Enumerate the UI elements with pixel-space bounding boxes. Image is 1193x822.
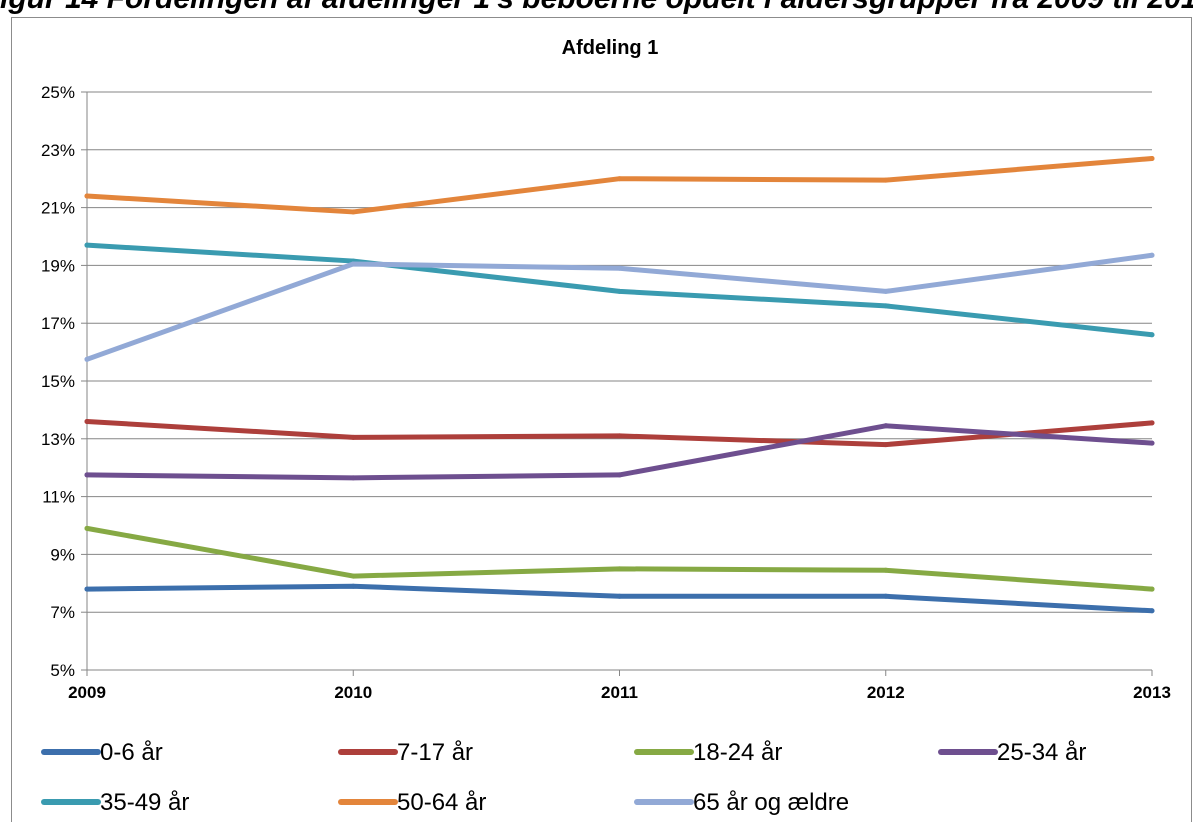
x-tick-label: 2013 [1133, 683, 1171, 702]
data-point [350, 434, 356, 440]
data-point [1149, 420, 1155, 426]
series-line [84, 155, 1155, 215]
legend: 0-6 år 7-17 år 18-24 år 25-34 år 35-49 år 50-… [41, 739, 1086, 816]
y-tick-label: 11% [42, 488, 75, 507]
legend-label: 18-24 år [693, 739, 782, 766]
data-point [1149, 608, 1155, 614]
data-point [617, 566, 622, 572]
chart-title: Afdeling 1 [562, 37, 659, 59]
data-point [350, 209, 356, 215]
data-point [84, 242, 90, 248]
data-point [1149, 332, 1155, 338]
legend-label: 50-64 år [397, 789, 486, 816]
legend-label: 0-6 år [100, 739, 163, 766]
series-line [84, 252, 1155, 362]
data-point [1149, 252, 1155, 258]
legend-label: 7-17 år [397, 739, 473, 766]
legend-label: 35-49 år [100, 789, 189, 816]
y-tick-label: 25% [41, 83, 75, 102]
data-point [1149, 155, 1155, 161]
data-point [617, 265, 622, 271]
y-tick-label: 19% [41, 256, 75, 275]
y-tick-label: 13% [41, 430, 75, 449]
y-tick-label: 9% [50, 545, 75, 564]
x-tick-label: 2009 [68, 683, 106, 702]
y-tick-label: 21% [41, 199, 75, 218]
data-point [1149, 440, 1155, 446]
series-line [84, 525, 1155, 592]
figure-caption: igur 14 Fordelingen af afdelinger 1's be… [0, 0, 1193, 19]
y-tick-label: 5% [50, 661, 75, 680]
data-point [350, 261, 356, 267]
data-point [84, 193, 90, 199]
series-lines [84, 155, 1155, 614]
y-tick-label: 15% [41, 372, 75, 391]
data-point [84, 525, 90, 531]
data-point [350, 583, 356, 589]
legend-label: 25-34 år [997, 739, 1086, 766]
x-tick-label: 2011 [601, 683, 638, 702]
data-point [617, 176, 622, 182]
y-tick-label: 23% [41, 141, 75, 160]
chart-frame [11, 17, 1192, 822]
data-point [84, 356, 90, 362]
data-point [883, 567, 889, 573]
data-point [883, 593, 889, 599]
data-point [617, 593, 622, 599]
data-point [883, 288, 889, 294]
axes: 5% 7% 9% 11% 13% 15% 17% 19% 21% 23% 25% 2009 2010 20… [41, 83, 1171, 702]
legend-label: 65 år og ældre [693, 789, 849, 816]
data-point [617, 288, 622, 294]
y-tick-label: 7% [50, 603, 75, 622]
y-tick-label: 17% [41, 314, 75, 333]
data-point [84, 586, 90, 592]
data-point [350, 475, 356, 481]
data-point [84, 418, 90, 424]
x-tick-label: 2012 [867, 683, 905, 702]
data-point [883, 423, 889, 429]
data-point [883, 177, 889, 183]
data-point [84, 472, 90, 478]
x-tick-label: 2010 [334, 683, 372, 702]
data-point [617, 472, 622, 478]
data-point [883, 303, 889, 309]
data-point [617, 433, 622, 439]
data-point [1149, 586, 1155, 592]
data-point [883, 442, 889, 448]
data-point [350, 573, 356, 579]
